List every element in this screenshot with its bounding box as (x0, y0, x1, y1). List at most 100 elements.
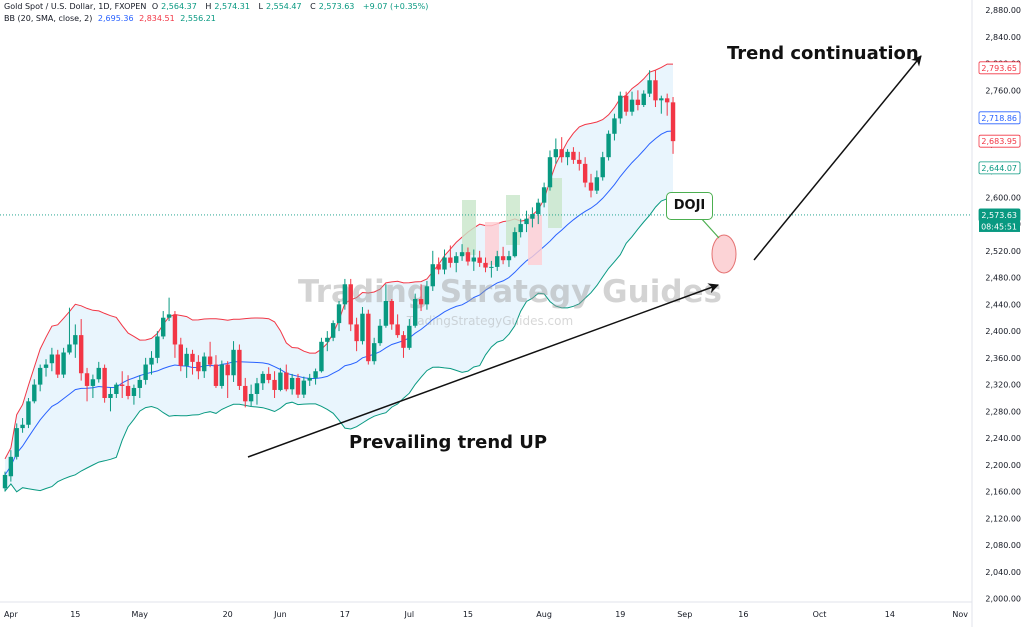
trend-continuation-arrow (753, 55, 922, 261)
candle-body (114, 384, 119, 394)
basis-price-tag: 2,718.86 (981, 114, 1017, 123)
watermark-subtitle: TradingStrategyGuides.com (406, 314, 573, 328)
open-value: O 2,564.37 (151, 2, 197, 11)
candle-body (401, 335, 406, 348)
x-tick-label: Aug (536, 610, 552, 619)
symbol-header[interactable]: Gold Spot / U.S. Dollar, 1D, FXOPEN O 2,5… (4, 2, 431, 11)
candle-body (536, 202, 541, 215)
candle-body (524, 218, 529, 225)
bb-basis-value: 2,695.36 (97, 14, 134, 23)
high-value: H 2,574.31 (205, 2, 250, 11)
candle-body (307, 377, 312, 381)
candle-body (571, 151, 576, 160)
candle-body (313, 371, 318, 378)
candle-body (465, 252, 471, 262)
candle-body (8, 456, 14, 477)
candle-body (254, 383, 260, 394)
candle-body (120, 384, 125, 386)
close-value: C 2,573.63 (310, 2, 355, 11)
candle-body (96, 367, 101, 380)
candle-body (407, 325, 412, 348)
candle-body (37, 367, 43, 385)
candle-body (518, 224, 523, 233)
candle-body (348, 284, 353, 325)
candle-body (67, 344, 72, 353)
candle-body (600, 157, 605, 178)
candle-body (49, 354, 55, 364)
watermark-bar (462, 200, 476, 255)
candle-body (371, 343, 377, 362)
candle-body (530, 214, 535, 219)
last-close-price-tag: 2,683.95 (981, 137, 1017, 146)
y-tick-label: 2,320.00 (985, 381, 1021, 390)
lower-band-price-tag: 2,644.07 (981, 164, 1017, 173)
candle-body (90, 379, 96, 386)
countdown-label: 08:45:51 (981, 222, 1017, 231)
candle-body (442, 257, 447, 270)
candle-body (231, 349, 236, 376)
candle-body (178, 344, 183, 366)
candle-body (366, 313, 371, 362)
candle-body (553, 149, 559, 158)
prevailing-trend-label: Prevailing trend UP (349, 432, 548, 453)
candle-body (219, 364, 225, 386)
candle-body (418, 298, 424, 305)
upper-band-price-tag-box (978, 61, 1021, 75)
y-tick-label: 2,400.00 (985, 327, 1021, 336)
symbol-name: Gold Spot / U.S. Dollar, 1D, FXOPEN (4, 2, 147, 11)
y-tick-label: 2,240.00 (985, 434, 1021, 443)
candle-body (237, 349, 242, 386)
candle-body (330, 323, 336, 338)
low-value: L 2,554.47 (258, 2, 302, 11)
candle-body (653, 80, 658, 101)
candle-body (272, 379, 277, 390)
candle-body (495, 256, 500, 267)
candle-body (541, 187, 547, 203)
basis-price-tag-box (978, 111, 1021, 125)
x-tick-label: Nov (952, 610, 968, 619)
candle-body (354, 324, 359, 342)
candle-body (459, 252, 465, 257)
candle-body (84, 373, 90, 386)
candle-body (155, 336, 160, 358)
change-value: +9.07 (+0.35%) (362, 2, 429, 11)
trend-continuation-label: Trend continuation (727, 43, 919, 64)
time-axis[interactable]: Apr 15 May 20 Jun 17 Jul 15 Aug 19 Sep 16 Oct 14 Nov (0, 601, 972, 619)
price-axis[interactable]: 2,000.00 2,040.00 2,080.00 2,120.00 2,160.00… (971, 0, 1021, 627)
candle-body (582, 163, 588, 183)
candle-body (295, 377, 301, 395)
candle-body (190, 353, 195, 362)
x-tick-label: Apr (4, 610, 19, 619)
candle-body (659, 98, 664, 101)
candle-body (184, 353, 189, 366)
candle-body (78, 335, 84, 374)
candle-body (436, 264, 441, 270)
bollinger-lower-line (4, 197, 674, 493)
candle-body (248, 393, 254, 402)
watermark-bar (548, 178, 562, 228)
candle-body (500, 256, 506, 261)
last-close-price-tag-box (978, 134, 1021, 148)
candle-body (14, 428, 19, 457)
candle-body (588, 182, 594, 191)
indicator-header[interactable]: BB (20, SMA, close, 2) 2,695.36 2,834.51… (4, 14, 219, 23)
doji-callout-pointer (699, 216, 720, 239)
candle-body (483, 262, 488, 268)
bollinger-fill (5, 64, 673, 492)
current-price-tag: 2,573.63 (981, 211, 1017, 220)
watermark: Trading Strategy Guides TradingStrategyGu… (298, 178, 722, 328)
candle-body (2, 474, 8, 489)
x-tick-label: 19 (615, 610, 625, 619)
bb-upper-value: 2,834.51 (139, 14, 175, 23)
x-tick-label: Oct (813, 610, 827, 619)
candle-body (20, 424, 25, 429)
x-tick-label: 16 (738, 610, 748, 619)
price-labels: 2,793.65 2,718.86 2,683.95 2,644.07 2,573.63… (978, 61, 1021, 232)
candle-body (559, 149, 564, 158)
candle-body (360, 313, 365, 342)
candle-body (55, 354, 60, 375)
candle-body (108, 393, 113, 398)
candle-body (670, 102, 676, 142)
candle-body (172, 314, 178, 345)
